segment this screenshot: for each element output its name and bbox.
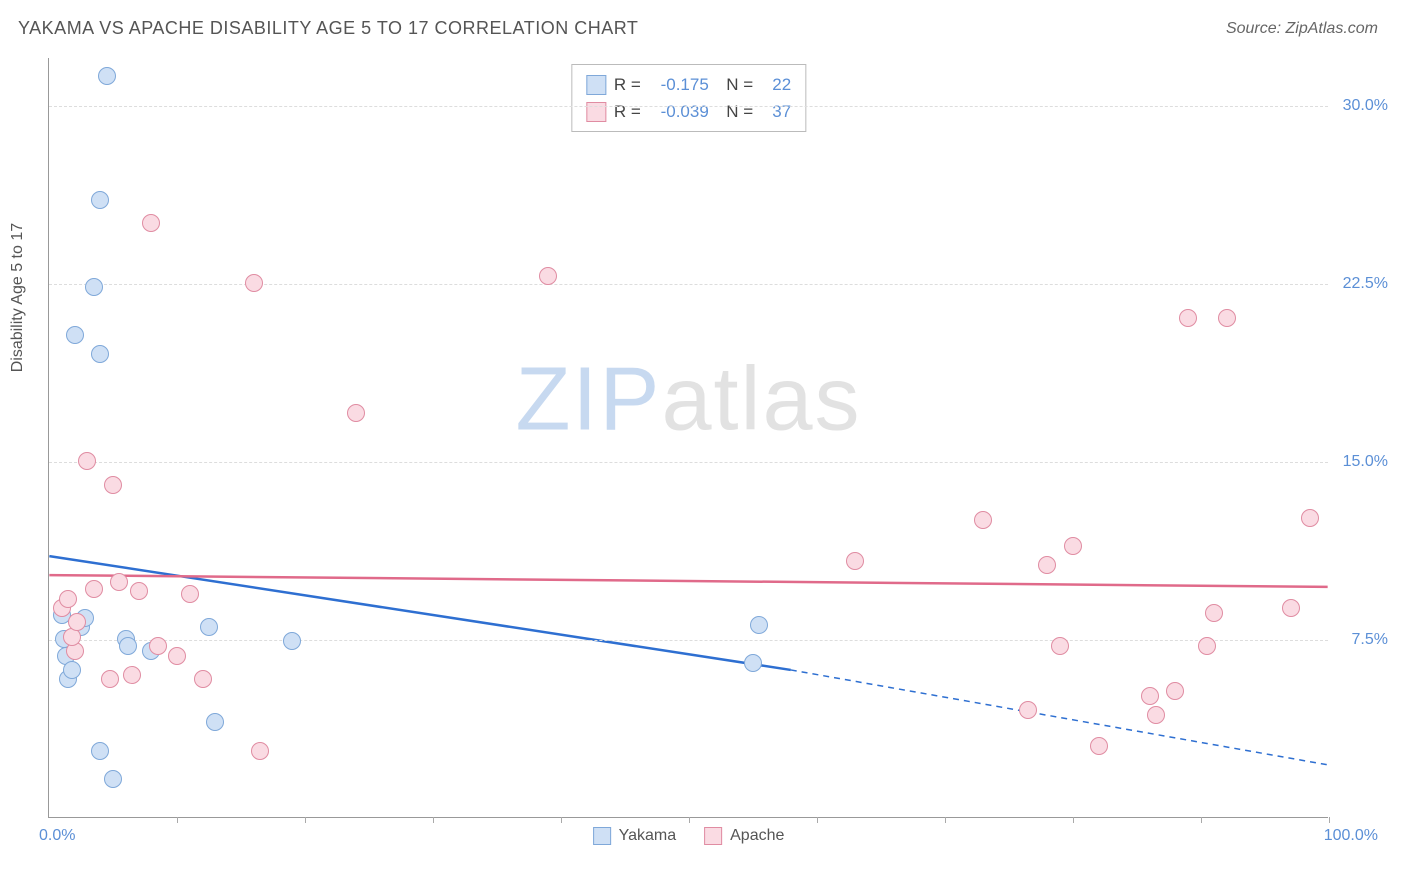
legend-item: Apache — [704, 827, 784, 845]
stat-n-label: N = — [717, 71, 753, 98]
legend-swatch — [704, 827, 722, 845]
data-point — [1179, 309, 1197, 327]
data-point — [59, 590, 77, 608]
data-point — [283, 632, 301, 650]
data-point — [1090, 737, 1108, 755]
legend-swatch — [586, 75, 606, 95]
stat-r-label: R = — [614, 98, 641, 125]
chart-container: Disability Age 5 to 17 ZIPatlas R =-0.17… — [48, 58, 1378, 818]
gridline — [49, 106, 1328, 107]
data-point — [1282, 599, 1300, 617]
data-point — [1301, 509, 1319, 527]
legend-item: Yakama — [593, 827, 677, 845]
x-tick-mark — [433, 817, 434, 823]
gridline — [49, 462, 1328, 463]
x-tick-mark — [945, 817, 946, 823]
stat-r-value: -0.175 — [649, 71, 709, 98]
data-point — [98, 67, 116, 85]
data-point — [1205, 604, 1223, 622]
x-tick-mark — [561, 817, 562, 823]
data-point — [1051, 637, 1069, 655]
data-point — [110, 573, 128, 591]
trend-lines-svg — [49, 58, 1328, 817]
data-point — [130, 582, 148, 600]
legend-label: Yakama — [619, 827, 677, 845]
stat-row: R = -0.175 N = 22 — [586, 71, 791, 98]
data-point — [194, 670, 212, 688]
stat-n-label: N = — [717, 98, 753, 125]
x-tick-mark — [817, 817, 818, 823]
data-point — [78, 452, 96, 470]
y-axis-label: Disability Age 5 to 17 — [9, 223, 27, 372]
y-tick-label: 30.0% — [1343, 97, 1388, 115]
data-point — [63, 661, 81, 679]
source-label: Source: ZipAtlas.com — [1226, 20, 1378, 38]
data-point — [251, 742, 269, 760]
y-tick-label: 7.5% — [1352, 631, 1388, 649]
y-tick-label: 15.0% — [1343, 453, 1388, 471]
chart-title: YAKAMA VS APACHE DISABILITY AGE 5 TO 17 … — [18, 18, 638, 39]
data-point — [66, 326, 84, 344]
data-point — [750, 616, 768, 634]
data-point — [149, 637, 167, 655]
data-point — [181, 585, 199, 603]
stat-r-label: R = — [614, 71, 641, 98]
data-point — [347, 404, 365, 422]
data-point — [1064, 537, 1082, 555]
data-point — [1038, 556, 1056, 574]
x-tick-mark — [305, 817, 306, 823]
data-point — [846, 552, 864, 570]
stat-n-value: 37 — [761, 98, 791, 125]
data-point — [123, 666, 141, 684]
data-point — [1198, 637, 1216, 655]
gridline — [49, 284, 1328, 285]
data-point — [539, 267, 557, 285]
stat-r-value: -0.039 — [649, 98, 709, 125]
watermark-atlas: atlas — [661, 349, 861, 449]
data-point — [1019, 701, 1037, 719]
data-point — [200, 618, 218, 636]
legend-swatch — [593, 827, 611, 845]
data-point — [91, 345, 109, 363]
data-point — [104, 476, 122, 494]
data-point — [142, 214, 160, 232]
data-point — [206, 713, 224, 731]
gridline — [49, 640, 1328, 641]
trend-line — [49, 575, 1327, 587]
data-point — [245, 274, 263, 292]
x-tick-mark — [1073, 817, 1074, 823]
x-tick-mark — [1201, 817, 1202, 823]
data-point — [85, 278, 103, 296]
data-point — [744, 654, 762, 672]
stat-row: R = -0.039 N = 37 — [586, 98, 791, 125]
trend-line-dashed — [791, 670, 1328, 765]
legend-label: Apache — [730, 827, 784, 845]
y-tick-label: 22.5% — [1343, 275, 1388, 293]
data-point — [68, 613, 86, 631]
x-tick-mark — [1329, 817, 1330, 823]
data-point — [101, 670, 119, 688]
data-point — [119, 637, 137, 655]
x-axis-min-label: 0.0% — [39, 827, 75, 845]
plot-area: ZIPatlas R =-0.175 N =22R =-0.039 N =37 … — [48, 58, 1328, 818]
data-point — [1141, 687, 1159, 705]
data-point — [1147, 706, 1165, 724]
watermark: ZIPatlas — [515, 348, 861, 451]
data-point — [104, 770, 122, 788]
x-axis-max-label: 100.0% — [1324, 827, 1378, 845]
watermark-zip: ZIP — [515, 349, 661, 449]
stats-legend-box: R = -0.175 N = 22 R = -0.039 N = 37 — [571, 64, 806, 132]
x-tick-mark — [177, 817, 178, 823]
data-point — [1218, 309, 1236, 327]
bottom-legend: Yakama Apache — [593, 827, 785, 845]
data-point — [1166, 682, 1184, 700]
data-point — [91, 742, 109, 760]
stat-n-value: 22 — [761, 71, 791, 98]
data-point — [91, 191, 109, 209]
data-point — [974, 511, 992, 529]
data-point — [168, 647, 186, 665]
data-point — [85, 580, 103, 598]
x-tick-mark — [689, 817, 690, 823]
